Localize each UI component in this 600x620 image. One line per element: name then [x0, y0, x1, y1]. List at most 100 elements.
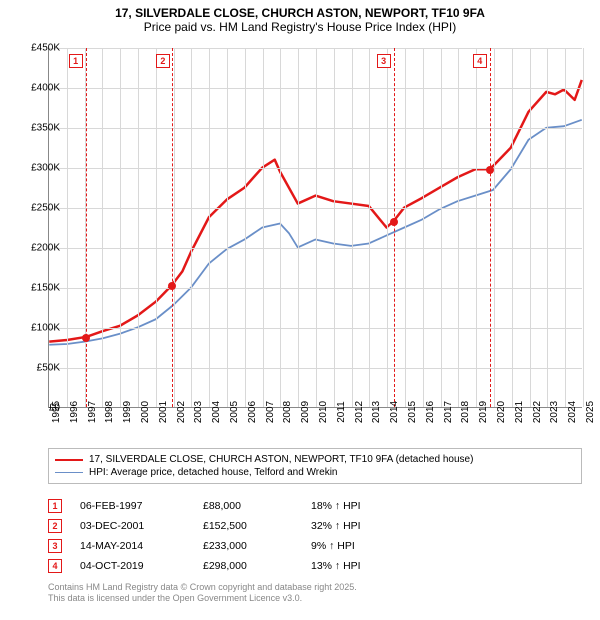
x-axis-label: 2016 — [425, 401, 436, 423]
x-axis-label: 2024 — [567, 401, 578, 423]
gridline-v — [174, 48, 175, 407]
event-marker-box: 4 — [473, 54, 487, 68]
gridline-v — [245, 48, 246, 407]
x-axis-label: 2021 — [514, 401, 525, 423]
event-price: £298,000 — [203, 560, 293, 572]
y-axis-label: £250K — [14, 203, 60, 214]
gridline-v — [352, 48, 353, 407]
x-axis-label: 2007 — [265, 401, 276, 423]
event-number-box: 2 — [48, 519, 62, 533]
legend-label-hpi: HPI: Average price, detached house, Telf… — [89, 467, 338, 478]
x-axis-label: 2009 — [300, 401, 311, 423]
event-number-box: 4 — [48, 559, 62, 573]
gridline-v — [102, 48, 103, 407]
event-marker-line — [172, 48, 173, 407]
legend-item-hpi: HPI: Average price, detached house, Telf… — [55, 466, 575, 479]
event-marker-dot — [486, 166, 494, 174]
gridline-v — [458, 48, 459, 407]
gridline-v — [530, 48, 531, 407]
event-number-box: 3 — [48, 539, 62, 553]
gridline-v — [405, 48, 406, 407]
legend-label-price-paid: 17, SILVERDALE CLOSE, CHURCH ASTON, NEWP… — [89, 454, 473, 465]
x-axis-label: 2022 — [532, 401, 543, 423]
gridline-v — [441, 48, 442, 407]
y-axis-label: £450K — [14, 43, 60, 54]
gridline-v — [263, 48, 264, 407]
gridline-v — [209, 48, 210, 407]
y-axis-label: £350K — [14, 123, 60, 134]
event-diff: 32% ↑ HPI — [311, 520, 441, 532]
x-axis-label: 2010 — [318, 401, 329, 423]
gridline-v — [512, 48, 513, 407]
gridline-v — [547, 48, 548, 407]
x-axis-label: 2014 — [389, 401, 400, 423]
gridline-v — [316, 48, 317, 407]
event-diff: 18% ↑ HPI — [311, 500, 441, 512]
x-axis-label: 2011 — [336, 401, 347, 423]
x-axis-label: 2013 — [371, 401, 382, 423]
event-marker-box: 3 — [377, 54, 391, 68]
event-marker-dot — [390, 218, 398, 226]
event-marker-line — [490, 48, 491, 407]
footer-line-1: Contains HM Land Registry data © Crown c… — [48, 582, 582, 593]
event-number-box: 1 — [48, 499, 62, 513]
footer-line-2: This data is licensed under the Open Gov… — [48, 593, 582, 604]
events-table: 106-FEB-1997£88,00018% ↑ HPI203-DEC-2001… — [48, 496, 582, 576]
event-date: 14-MAY-2014 — [80, 540, 185, 552]
x-axis-label: 1998 — [104, 401, 115, 423]
event-marker-box: 2 — [156, 54, 170, 68]
gridline-v — [156, 48, 157, 407]
event-diff: 13% ↑ HPI — [311, 560, 441, 572]
gridline-v — [334, 48, 335, 407]
gridline-v — [138, 48, 139, 407]
event-marker-line — [394, 48, 395, 407]
legend-item-price-paid: 17, SILVERDALE CLOSE, CHURCH ASTON, NEWP… — [55, 453, 575, 466]
x-axis-label: 1997 — [87, 401, 98, 423]
x-axis-label: 2003 — [193, 401, 204, 423]
event-row: 404-OCT-2019£298,00013% ↑ HPI — [48, 556, 582, 576]
gridline-v — [565, 48, 566, 407]
x-axis-label: 2004 — [211, 401, 222, 423]
gridline-v — [191, 48, 192, 407]
gridline-v — [369, 48, 370, 407]
chart-title-block: 17, SILVERDALE CLOSE, CHURCH ASTON, NEWP… — [0, 0, 600, 36]
gridline-v — [494, 48, 495, 407]
y-axis-label: £100K — [14, 323, 60, 334]
gridline-v — [476, 48, 477, 407]
event-date: 03-DEC-2001 — [80, 520, 185, 532]
x-axis-label: 2023 — [549, 401, 560, 423]
y-axis-label: £400K — [14, 83, 60, 94]
chart-plot-area: 1 2 3 4 — [48, 48, 582, 408]
x-axis-label: 2017 — [443, 401, 454, 423]
x-axis-label: 2019 — [478, 401, 489, 423]
gridline-v — [423, 48, 424, 407]
event-diff: 9% ↑ HPI — [311, 540, 441, 552]
gridline-v — [583, 48, 584, 407]
x-axis-label: 2018 — [460, 401, 471, 423]
x-axis-label: 2000 — [140, 401, 151, 423]
legend-box: 17, SILVERDALE CLOSE, CHURCH ASTON, NEWP… — [48, 448, 582, 484]
event-marker-dot — [168, 282, 176, 290]
gridline-v — [280, 48, 281, 407]
x-axis-label: 2025 — [585, 401, 596, 423]
event-row: 2 03-DEC-2001 £152,500 32% ↑ HPI — [48, 516, 582, 536]
event-price: £233,000 — [203, 540, 293, 552]
event-price: £152,500 — [203, 520, 293, 532]
gridline-v — [227, 48, 228, 407]
gridline-v — [387, 48, 388, 407]
x-axis-label: 1996 — [69, 401, 80, 423]
x-axis-label: 2006 — [247, 401, 258, 423]
footer-attribution: Contains HM Land Registry data © Crown c… — [48, 582, 582, 605]
event-marker-line — [86, 48, 87, 407]
x-axis-label: 2005 — [229, 401, 240, 423]
event-marker-box: 1 — [69, 54, 83, 68]
title-line-1: 17, SILVERDALE CLOSE, CHURCH ASTON, NEWP… — [10, 6, 590, 20]
event-date: 06-FEB-1997 — [80, 500, 185, 512]
x-axis-label: 2020 — [496, 401, 507, 423]
x-axis-label: 1999 — [122, 401, 133, 423]
x-axis-label: 2012 — [354, 401, 365, 423]
x-axis-label: 2015 — [407, 401, 418, 423]
legend-swatch-price-paid — [55, 459, 83, 461]
x-axis-label: 2008 — [282, 401, 293, 423]
gridline-v — [298, 48, 299, 407]
